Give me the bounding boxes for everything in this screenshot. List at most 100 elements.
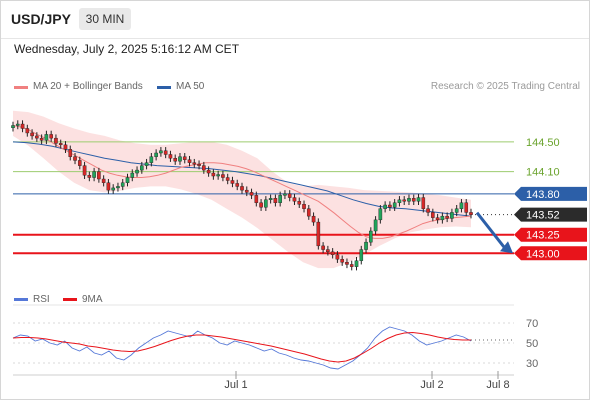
current-price-label: 143.52 [526, 210, 560, 222]
candle-body [240, 186, 244, 191]
candle-body [202, 165, 206, 171]
level-tag-143.00 [514, 246, 587, 261]
candle-body [287, 193, 292, 198]
candle-body [77, 160, 82, 166]
candle-body [111, 187, 115, 191]
candle-body [173, 157, 178, 162]
rsi-legend-swatch [14, 298, 28, 301]
candle-body [140, 165, 144, 171]
candle-body [20, 123, 25, 129]
candle-body [25, 128, 30, 134]
x-tick-jul-8: Jul 8 [486, 379, 509, 391]
candle-body [206, 169, 211, 174]
candle-body [168, 154, 173, 159]
candle-body [15, 123, 20, 126]
rsi-ma9-line [12, 331, 471, 363]
candle-body [273, 198, 278, 203]
ma20-legend-swatch [14, 86, 28, 89]
candle-body [82, 165, 87, 176]
candle-body [63, 144, 68, 150]
candle-body [58, 143, 63, 146]
candle-body [440, 215, 445, 221]
candle-body [268, 198, 273, 200]
candle-body [49, 134, 53, 139]
candle-body [297, 201, 302, 205]
candle-body [254, 195, 259, 203]
candle-body [407, 198, 411, 202]
ma20-legend-label: MA 20 + Bollinger Bands [33, 81, 143, 92]
candle-body [216, 174, 220, 177]
candle-body [326, 249, 330, 252]
candle-body [163, 150, 168, 155]
candle-body [159, 150, 163, 154]
symbol-label: USD/JPY [11, 11, 71, 27]
candle-body [392, 202, 397, 208]
candle-body [359, 249, 364, 261]
timeframe-badge[interactable]: 30 MIN [79, 8, 131, 30]
rsi-line [12, 326, 472, 370]
forecast-arrow-shaft [475, 211, 507, 250]
rsi-tick-70: 70 [526, 318, 538, 330]
candle-body [378, 208, 383, 221]
timestamp: Wednesday, July 2, 2025 5:16:12 AM CET [14, 42, 240, 56]
candle-body [330, 251, 335, 255]
ma9-legend-label: 9MA [82, 294, 103, 305]
chart-header: USD/JPY 30 MIN [1, 1, 589, 39]
candle-body [92, 171, 96, 178]
candle-body [187, 159, 192, 163]
candle-body [30, 132, 34, 137]
ma9-legend-swatch [63, 298, 77, 301]
ma50-legend-label: MA 50 [176, 81, 205, 92]
candle-body [125, 177, 130, 183]
forecast-arrow-head [500, 241, 513, 254]
candle-body [197, 163, 201, 166]
candle-body [68, 149, 73, 157]
candle-body [431, 212, 435, 218]
candle-body [249, 192, 254, 196]
candle-body [54, 137, 58, 144]
rsi-tick-50: 50 [526, 338, 538, 350]
candle-body [101, 178, 106, 183]
candle-body [264, 199, 268, 208]
level-tag-143.80 [514, 186, 587, 201]
candle-body [335, 254, 340, 260]
candle-body [450, 212, 454, 219]
candle-body [116, 186, 120, 189]
level-label-143.25: 143.25 [526, 230, 560, 242]
candle-body [211, 172, 216, 177]
candle-body [39, 137, 44, 141]
level-label-144.10: 144.10 [526, 167, 560, 179]
candle-body [244, 189, 249, 193]
candle-body [345, 262, 349, 265]
candle-body [421, 197, 426, 209]
candle-body [130, 172, 135, 178]
x-tick-jul-1: Jul 1 [224, 379, 247, 391]
candle-body [373, 219, 378, 232]
candle-body [383, 204, 387, 209]
candle-body [144, 162, 149, 166]
candle-body [87, 175, 92, 178]
level-label-144.50: 144.50 [526, 137, 560, 149]
rsi-legend-label: RSI [33, 294, 50, 305]
candle-body [411, 198, 416, 202]
copyright: Research © 2025 Trading Central [430, 81, 580, 92]
candle-body [397, 199, 402, 203]
candle-body [283, 193, 287, 196]
candle-body [454, 208, 459, 213]
candle-body [435, 217, 440, 221]
candle-body [182, 156, 187, 160]
candle-body [369, 230, 373, 243]
candle-body [225, 177, 230, 181]
candle-body [321, 245, 325, 250]
candle-body [154, 152, 158, 157]
candle-body [192, 162, 197, 165]
candle-body [445, 215, 449, 219]
rsi-tick-30: 30 [526, 358, 538, 370]
candle-body [354, 260, 359, 267]
candle-body [292, 197, 297, 202]
candle-body [316, 221, 321, 247]
candle-body [388, 204, 392, 208]
candle-body [221, 174, 225, 178]
candle-body [416, 197, 421, 202]
